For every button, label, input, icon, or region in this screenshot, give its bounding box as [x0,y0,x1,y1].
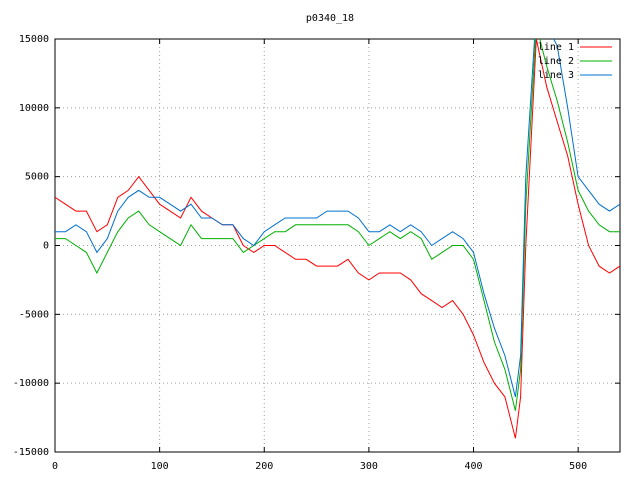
legend-label: line 2 [538,56,574,67]
y-tick-label: -15000 [13,447,49,458]
y-tick-label: 0 [43,241,49,252]
y-tick-label: 10000 [19,103,49,114]
x-tick-label: 500 [569,461,587,472]
y-tick-label: -10000 [13,378,49,389]
x-tick-label: 200 [255,461,273,472]
plot-frame [54,38,621,453]
x-tick-label: 300 [360,461,378,472]
x-tick-label: 0 [52,461,58,472]
data-line [55,39,620,411]
legend-label: line 3 [538,70,574,81]
chart-title: p0340_18 [306,13,354,24]
x-tick-label: 100 [151,461,169,472]
legend-label: line 1 [538,42,574,53]
data-line [55,39,620,439]
data-line [55,39,620,398]
plot-area [55,39,620,439]
y-tick-label: 5000 [25,172,49,183]
y-tick-label: -5000 [19,309,49,320]
x-tick-label: 400 [464,461,482,472]
y-tick-label: 15000 [19,34,49,45]
